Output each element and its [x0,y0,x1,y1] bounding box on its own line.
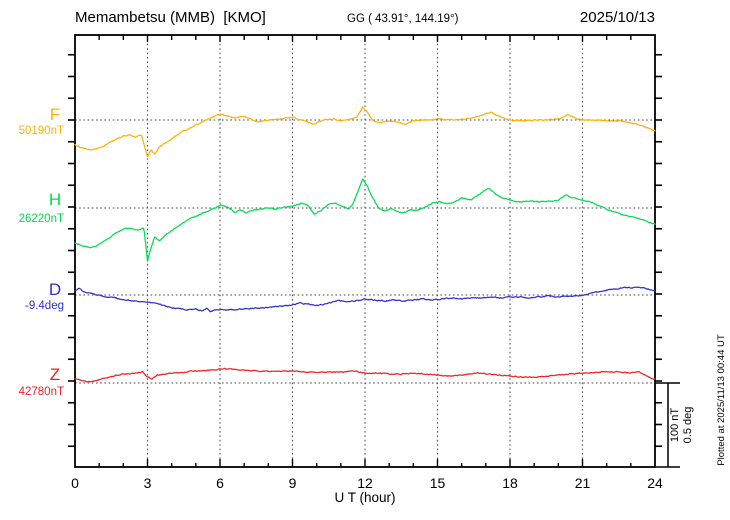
station-title: Memambetsu (MMB) [KMO] [75,9,266,26]
baseline-value-d: -9.4deg [24,300,64,312]
component-label-z: Z [49,365,61,384]
x-tick-label: 12 [357,475,373,491]
geographic-coordinates: GG ( 43.91°, 144.19°) [347,13,459,25]
x-tick-label: 0 [71,475,79,491]
baseline-value-h: 26220nT [18,213,64,225]
x-tick-label: 24 [647,475,663,491]
baseline-value-z: 42780nT [18,386,64,398]
x-tick-label: 21 [575,475,591,491]
plotted-timestamp: Plotted at 2025/11/13 00:44 UT [716,334,727,466]
x-tick-label: 9 [289,475,297,491]
x-axis-title: U T (hour) [334,490,396,505]
amplitude-scale-label: 100 nT 0.5 deg [648,391,716,459]
scale-deg-line: 0.5 deg [682,406,694,444]
trace-z [74,367,656,383]
x-tick-label: 6 [216,475,224,491]
x-tick-label: 3 [144,475,152,491]
component-label-f: F [49,105,61,124]
component-label-d: D [48,280,62,299]
x-tick-label: 18 [502,475,518,491]
x-tick-label: 15 [430,475,446,491]
component-label-h: H [48,190,62,209]
baseline-value-f: 50190nT [18,125,64,137]
scale-nt-line: 100 nT [669,407,681,443]
trace-d [74,286,656,313]
trace-h [74,178,656,262]
trace-f [74,106,656,158]
observation-date: 2025/10/13 [579,9,655,26]
